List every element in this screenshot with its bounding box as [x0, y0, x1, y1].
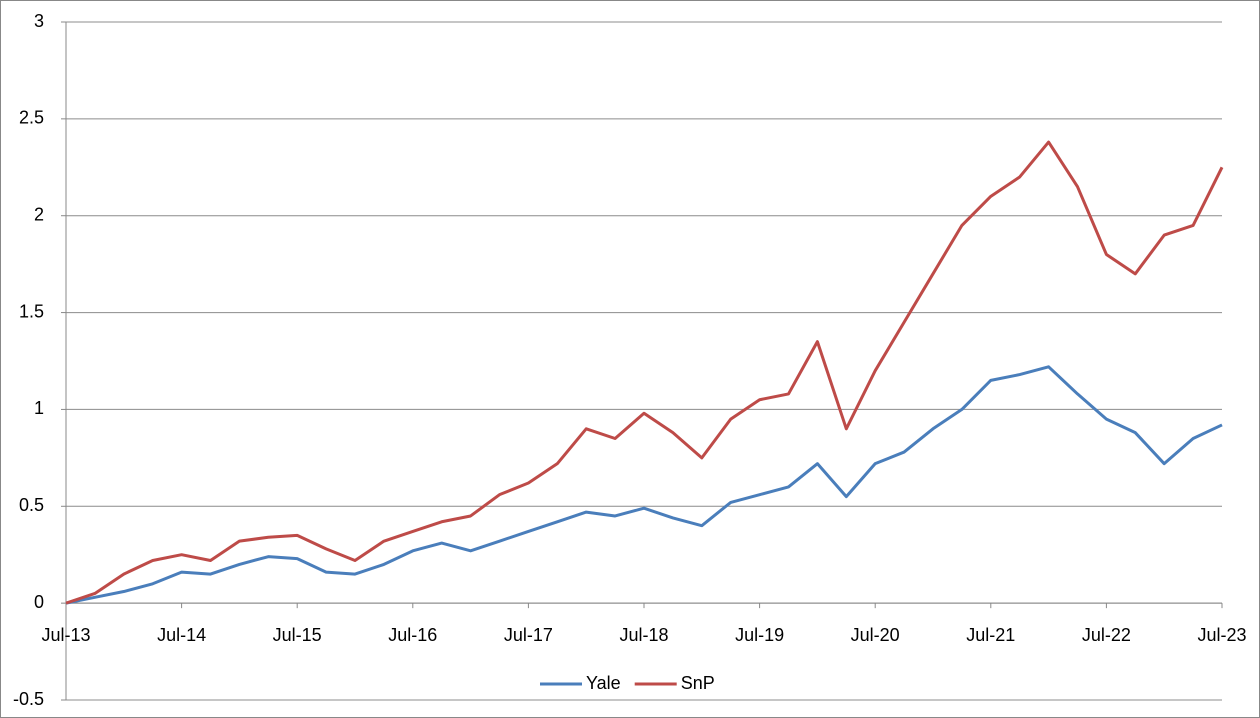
- x-tick-label: Jul-22: [1082, 625, 1131, 645]
- y-tick-label: 1: [34, 398, 44, 418]
- x-tick-label: Jul-15: [273, 625, 322, 645]
- y-tick-label: 2.5: [19, 108, 44, 128]
- y-tick-label: 1.5: [19, 301, 44, 321]
- y-tick-label: 0: [34, 592, 44, 612]
- x-tick-label: Jul-20: [851, 625, 900, 645]
- y-tick-label: -0.5: [13, 689, 44, 709]
- x-tick-label: Jul-13: [41, 625, 90, 645]
- x-tick-label: Jul-18: [619, 625, 668, 645]
- y-tick-label: 0.5: [19, 495, 44, 515]
- y-tick-label: 2: [34, 204, 44, 224]
- y-tick-label: 3: [34, 11, 44, 31]
- x-tick-label: Jul-16: [388, 625, 437, 645]
- line-series: [65, 365, 1223, 605]
- x-tick-label: Jul-19: [735, 625, 784, 645]
- legend-label: Yale: [586, 673, 621, 693]
- line-series: [65, 140, 1224, 605]
- x-tick-label: Jul-17: [504, 625, 553, 645]
- legend-label: SnP: [681, 673, 715, 693]
- x-tick-label: Jul-14: [157, 625, 206, 645]
- x-tick-label: Jul-23: [1197, 625, 1246, 645]
- x-tick-label: Jul-21: [966, 625, 1015, 645]
